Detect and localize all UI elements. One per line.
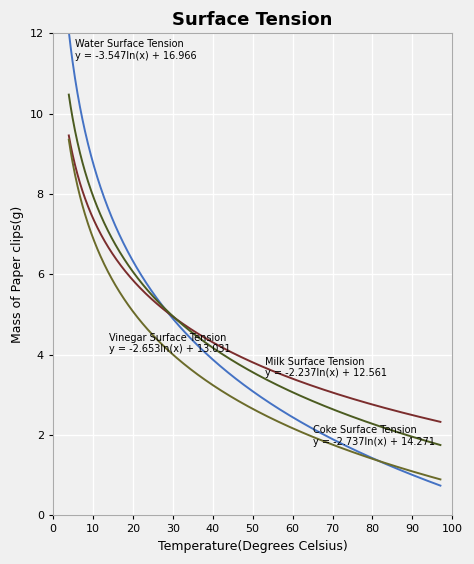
Y-axis label: Mass of Paper clips(g): Mass of Paper clips(g)	[11, 206, 24, 343]
Text: Vinegar Surface Tension
y = -2.653ln(x) + 13.031: Vinegar Surface Tension y = -2.653ln(x) …	[109, 333, 230, 354]
Text: Milk Surface Tension
y = -2.237ln(x) + 12.561: Milk Surface Tension y = -2.237ln(x) + 1…	[264, 356, 387, 378]
X-axis label: Temperature(Degrees Celsius): Temperature(Degrees Celsius)	[158, 540, 347, 553]
Text: Coke Surface Tension
y = -2.737ln(x) + 14.271: Coke Surface Tension y = -2.737ln(x) + 1…	[312, 425, 435, 447]
Title: Surface Tension: Surface Tension	[173, 11, 333, 29]
Text: Water Surface Tension
y = -3.547ln(x) + 16.966: Water Surface Tension y = -3.547ln(x) + …	[75, 39, 196, 61]
